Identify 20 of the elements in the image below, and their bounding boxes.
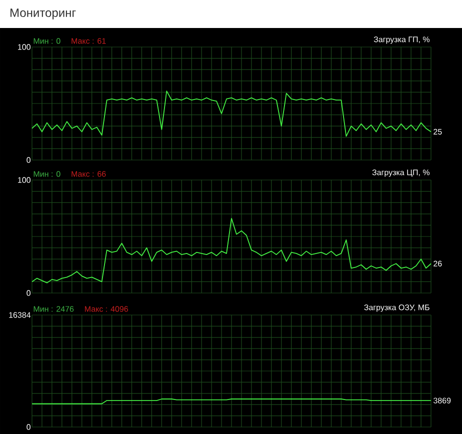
y-tick-label: 16384 (9, 312, 31, 318)
text: Макс : 4096 (85, 306, 128, 312)
chart-subtitle: Загрузка ЦП, % (372, 170, 430, 177)
data-label: 26 (434, 260, 442, 266)
text: Мин : 0 (34, 171, 60, 177)
chart-subtitle: Загрузка ОЗУ, МБ (364, 304, 430, 312)
data-label: 3869 (434, 398, 451, 404)
line-series (32, 90, 432, 137)
text: Мин : 2476 (34, 306, 74, 312)
chart-subtitle: Загрузка ГП, % (374, 36, 430, 44)
y-tick-label: 0 (26, 424, 30, 430)
y-tick-label: 100 (18, 44, 30, 50)
y-tick-label: 0 (26, 157, 30, 163)
text: Макс : 66 (72, 171, 106, 177)
chart-title: Мониторинг (10, 8, 76, 20)
y-tick-label: 100 (18, 177, 30, 183)
text: Мин : 0 (34, 38, 60, 44)
y-tick-label: 0 (26, 290, 30, 296)
text: Макс : 61 (72, 38, 106, 44)
data-label: 25 (434, 128, 442, 135)
